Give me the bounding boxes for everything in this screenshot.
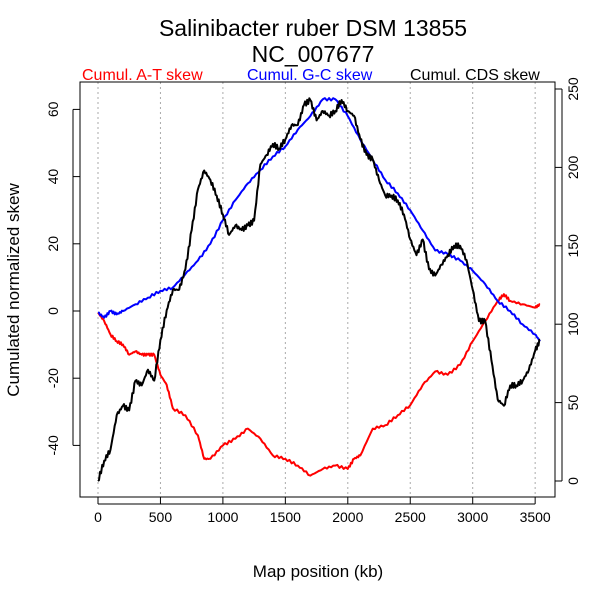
y-left-tick-label: 60 xyxy=(45,101,61,117)
series-line-cumul-g-c-skew xyxy=(97,97,541,342)
y-right-tick-label: 50 xyxy=(565,395,581,411)
x-axis-label: Map position (kb) xyxy=(253,562,383,581)
y-right-tick-label: 250 xyxy=(565,77,581,101)
x-tick-label: 0 xyxy=(94,509,102,525)
y-right-tick-label: 100 xyxy=(565,312,581,336)
x-tick-label: 1500 xyxy=(270,509,301,525)
x-tick-label: 3000 xyxy=(457,509,488,525)
y-left-tick-label: -20 xyxy=(45,368,61,388)
chart-title: Salinibacter ruber DSM 13855 xyxy=(159,15,467,41)
y-left-tick-label: 40 xyxy=(45,169,61,185)
x-tick-label: 1000 xyxy=(207,509,238,525)
y-right-tick-label: 200 xyxy=(565,156,581,180)
legend-cds-skew: Cumul. CDS skew xyxy=(410,67,540,84)
y-right-tick-label: 150 xyxy=(565,234,581,258)
legend-gc-skew: Cumul. G-C skew xyxy=(247,67,373,84)
y-left-tick-label: -40 xyxy=(45,435,61,455)
y-right-tick-label: 0 xyxy=(565,477,581,485)
chart-subtitle: NC_007677 xyxy=(252,41,375,67)
x-tick-label: 3500 xyxy=(520,509,551,525)
y-left-tick-label: 0 xyxy=(45,307,61,315)
x-tick-label: 2000 xyxy=(332,509,363,525)
x-tick-label: 2500 xyxy=(395,509,426,525)
x-tick-label: 500 xyxy=(149,509,173,525)
y-axis-label: Cumulated normalized skew xyxy=(4,183,23,397)
series-line-cumul-a-t-skew xyxy=(97,293,541,477)
plot-frame xyxy=(79,81,556,498)
series-line-cumul-cds-skew xyxy=(97,97,541,482)
legend-at-skew: Cumul. A-T skew xyxy=(82,67,203,84)
y-left-tick-label: 20 xyxy=(45,236,61,252)
